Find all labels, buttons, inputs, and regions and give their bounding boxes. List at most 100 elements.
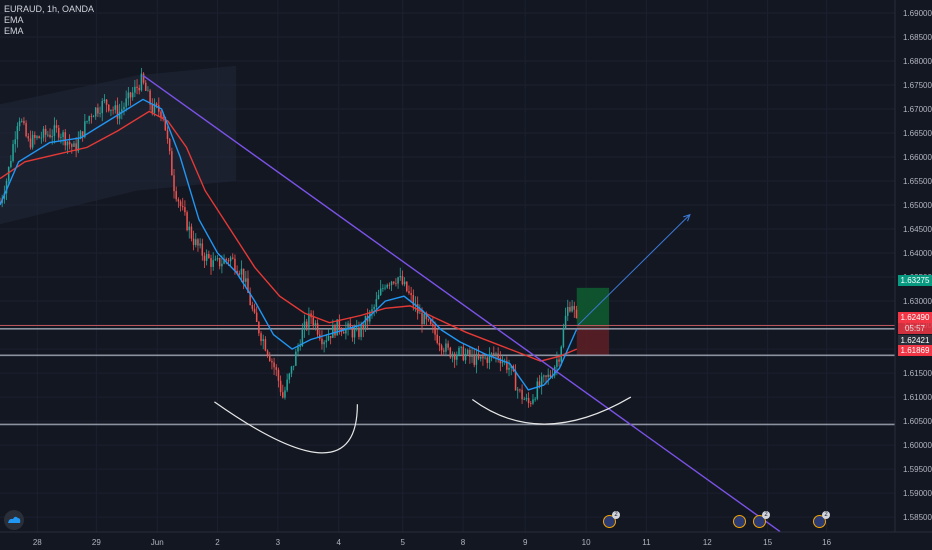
bar-countdown-tag: 05:57 [898, 323, 932, 334]
candle-body [205, 254, 208, 261]
candle-body [469, 349, 471, 357]
candle-body [123, 106, 125, 110]
candle-body [110, 109, 112, 111]
candle-body [419, 312, 421, 314]
candle-body [140, 73, 143, 91]
cup-pattern-curve [214, 401, 358, 454]
candle-body [149, 90, 151, 105]
candle-body [327, 336, 330, 341]
candle-body [510, 366, 512, 368]
candle-body [288, 373, 291, 380]
time-axis-tick-label: 4 [337, 538, 342, 547]
tradingview-logo-icon[interactable] [4, 510, 24, 530]
price-axis-tick-label: 1.60000 [903, 441, 932, 450]
time-axis-tick-label: Jun [151, 538, 164, 547]
candle-body [249, 292, 251, 305]
candle-body [508, 367, 510, 370]
candle-body [347, 323, 349, 328]
candle-body [530, 403, 532, 404]
candle-body [175, 191, 177, 200]
candle-body [84, 121, 86, 138]
candle-body [353, 329, 356, 338]
candle-body [477, 353, 480, 359]
time-axis-tick-label: 16 [822, 538, 831, 547]
candle-body [525, 398, 528, 400]
shaded-channel-zone [0, 65, 237, 225]
candle-body [214, 259, 217, 261]
candle-body [486, 357, 489, 363]
candle-body [564, 315, 567, 329]
candle-body [360, 324, 362, 337]
event-count-badge: 2 [822, 511, 830, 519]
candle-body [305, 321, 308, 328]
candle-body [5, 180, 8, 194]
candle-body [125, 98, 127, 107]
candle-body [20, 120, 23, 122]
candle-body [160, 111, 162, 117]
ema-indicator-label-1[interactable]: EMA [4, 15, 24, 25]
candle-body [64, 132, 67, 146]
economic-event-icon[interactable] [733, 515, 746, 528]
candle-body [199, 243, 201, 246]
candle-body [66, 141, 69, 146]
candle-body [53, 125, 56, 137]
candle-body [158, 105, 160, 112]
candle-body [423, 313, 425, 325]
candle-body [495, 353, 497, 356]
candle-body [410, 293, 412, 296]
candle-body [14, 139, 16, 145]
symbol-title[interactable]: EURAUD, 1h, OANDA [4, 4, 95, 14]
target-price-tag: 1.63275 [898, 275, 932, 286]
candle-body [388, 284, 391, 286]
candle-body [451, 353, 454, 358]
candle-body [101, 100, 104, 114]
candle-body [466, 349, 469, 354]
economic-event-icon[interactable]: 2 [753, 511, 770, 528]
candle-body [556, 359, 558, 367]
candle-body [403, 281, 406, 285]
candle-body [12, 144, 14, 161]
candle-body [345, 327, 347, 334]
candle-body [532, 399, 534, 404]
candle-body [427, 319, 430, 321]
candle-body [571, 306, 573, 312]
candle-body [308, 313, 310, 328]
candle-body [71, 144, 73, 147]
candle-body [227, 260, 230, 262]
candle-body [29, 138, 32, 148]
candle-body [447, 343, 449, 348]
candle-body [295, 351, 297, 366]
economic-event-icon[interactable]: 2 [813, 511, 830, 528]
candle-body [384, 287, 386, 289]
candle-body [473, 354, 475, 365]
candle-body [493, 353, 495, 356]
candle-body [225, 258, 227, 261]
candle-body [99, 113, 101, 114]
candle-body [543, 375, 545, 377]
candle-body [453, 353, 456, 360]
candle-body [195, 239, 197, 245]
candle-body [290, 366, 293, 374]
candle-body [397, 277, 399, 284]
candle-body [371, 309, 373, 312]
ema-value-tag: 1.62421 [898, 335, 932, 346]
candle-body [434, 326, 436, 335]
candle-body [181, 206, 184, 208]
price-axis-tick-label: 1.65000 [903, 201, 932, 210]
candle-body [251, 304, 254, 309]
candle-body [316, 323, 319, 335]
candle-body [575, 309, 578, 319]
candle-body [264, 339, 267, 351]
candle-body [31, 134, 34, 148]
candle-body [164, 117, 167, 131]
ema-indicator-label-2[interactable]: EMA [4, 26, 24, 36]
price-axis-tick-label: 1.67500 [903, 81, 932, 90]
time-axis-tick-label: 9 [523, 538, 528, 547]
candle-body [10, 160, 12, 168]
candle-body [377, 295, 380, 300]
candle-body [245, 278, 247, 282]
price-axis-tick-label: 1.66500 [903, 129, 932, 138]
candle-body [190, 226, 193, 239]
economic-event-icon[interactable]: 2 [603, 511, 620, 528]
